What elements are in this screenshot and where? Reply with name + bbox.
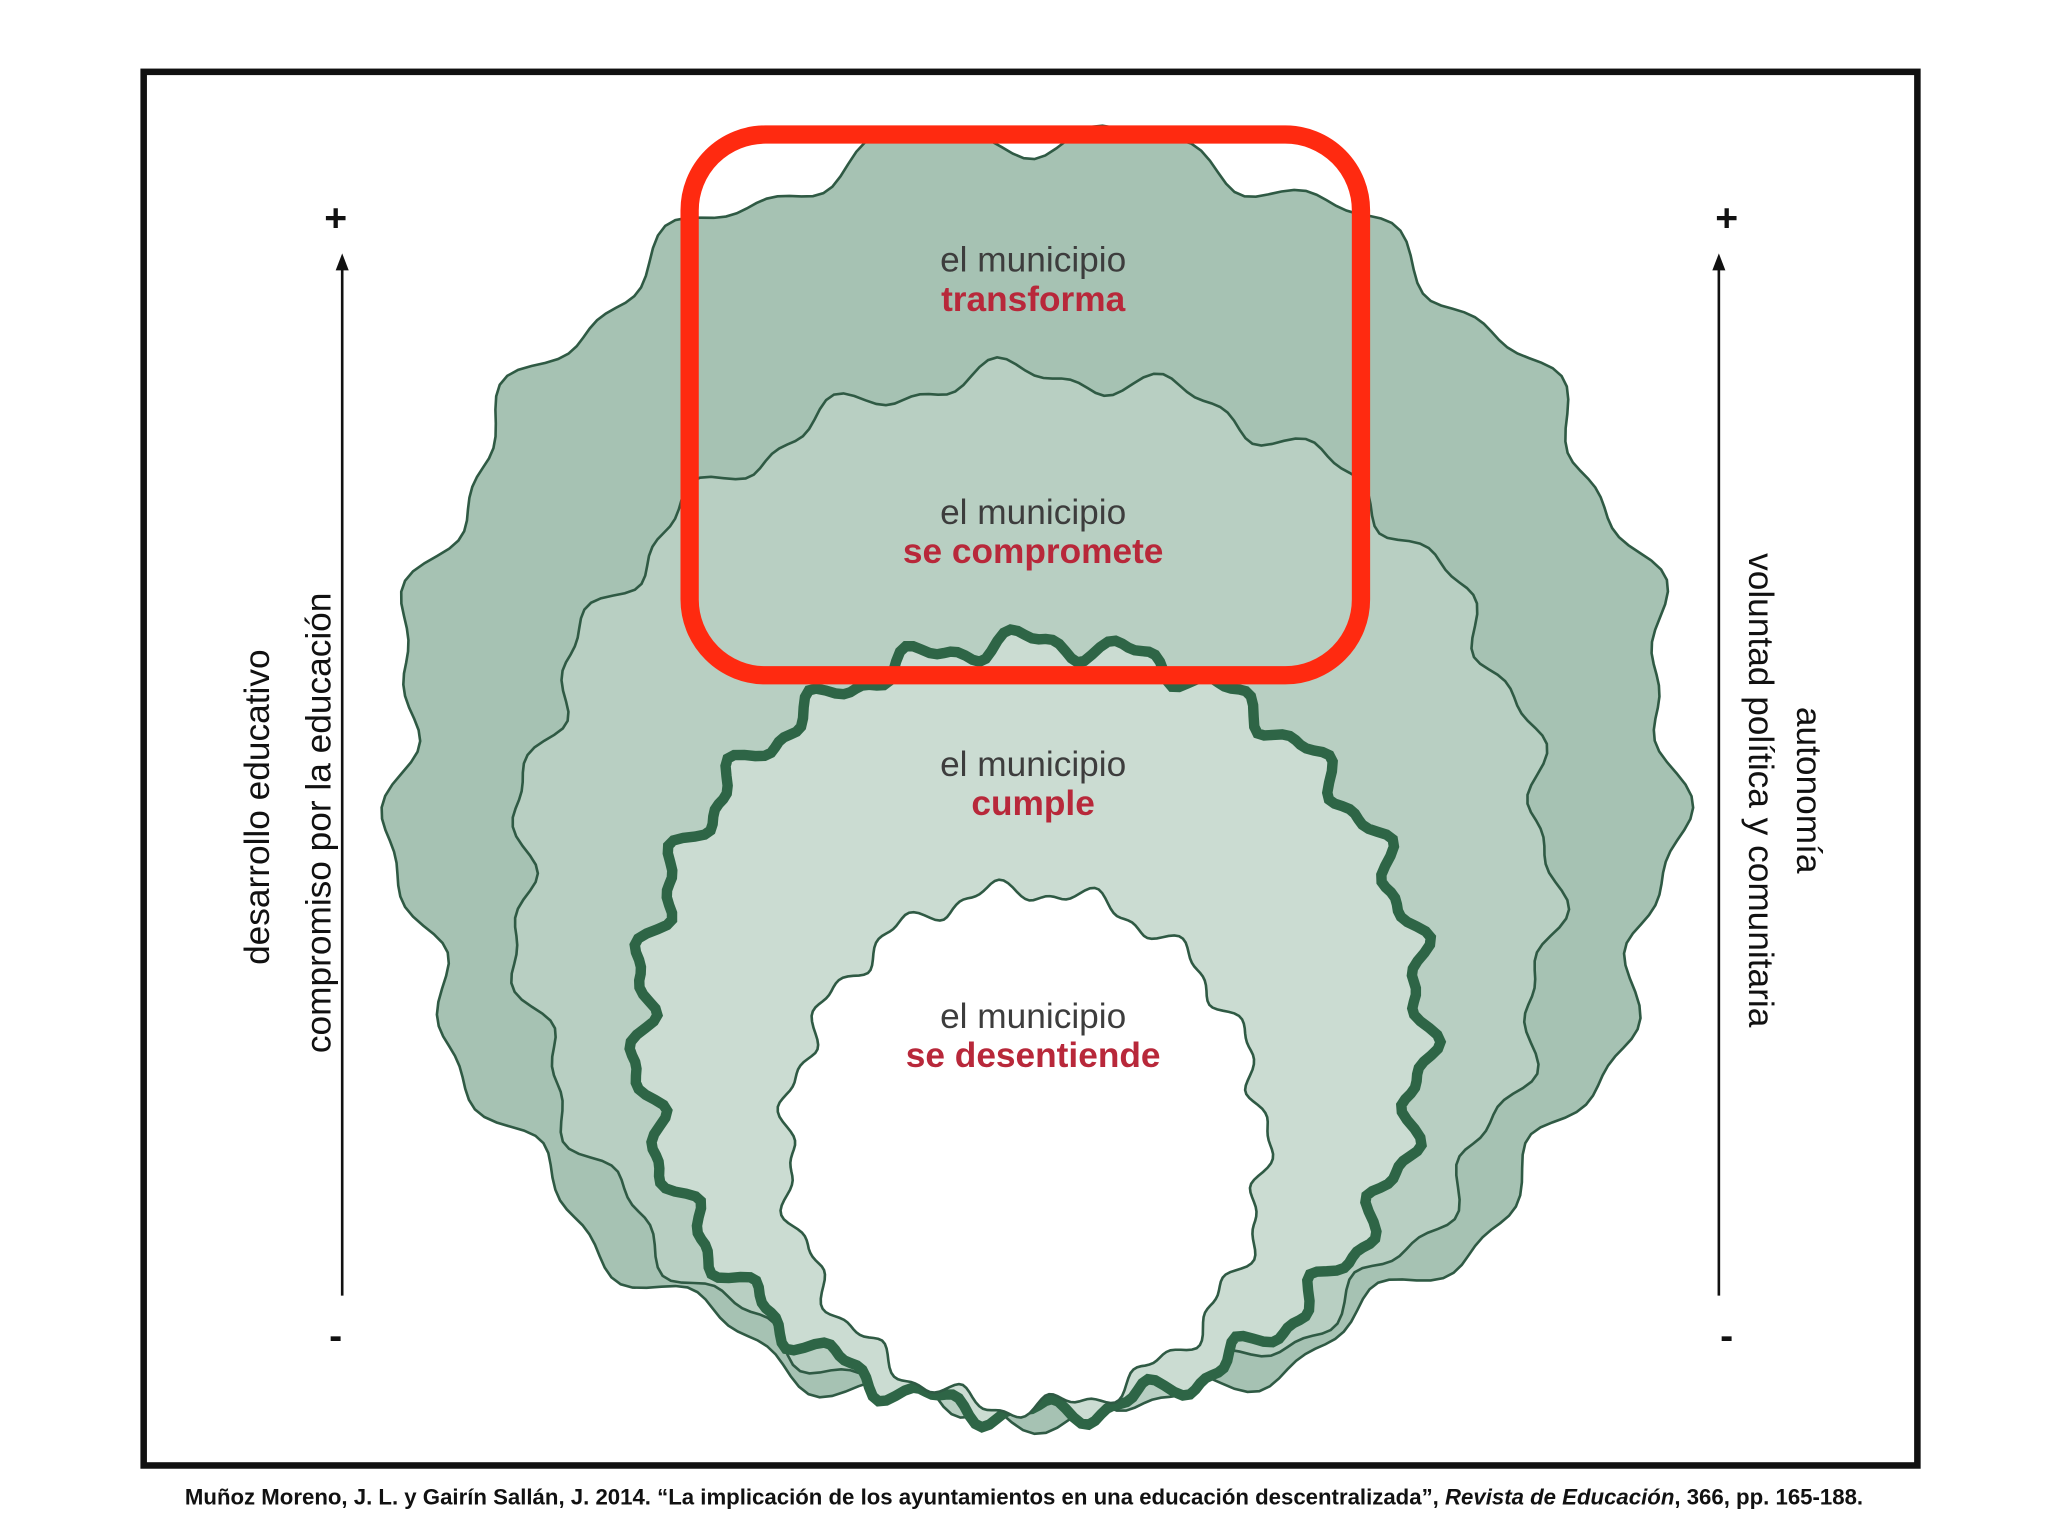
left-axis: + - desarrollo educativo compromiso por … bbox=[238, 197, 349, 1358]
minus-sign: - bbox=[329, 1315, 342, 1358]
arrow-head bbox=[1712, 253, 1726, 271]
plus-sign: + bbox=[324, 197, 347, 240]
citation: Muñoz Moreno, J. L. y Gairín Sallán, J. … bbox=[185, 1485, 1863, 1510]
axis-label: desarrollo educativo bbox=[238, 649, 277, 964]
level-labels: el municipio transforma el municipio se co… bbox=[903, 241, 1164, 1075]
level-label: el municipio cumple bbox=[940, 745, 1126, 823]
level-label: el municipio transforma bbox=[940, 241, 1126, 319]
axis-label: compromiso por la educación bbox=[299, 593, 338, 1053]
right-axis: + - autonomía voluntad política y comuni… bbox=[1712, 197, 1828, 1358]
axis-label: autonomía bbox=[1789, 707, 1828, 874]
axis-label: voluntad política y comunitaria bbox=[1741, 553, 1780, 1028]
level-label: el municipio se compromete bbox=[903, 493, 1164, 571]
ring bbox=[776, 878, 1275, 1419]
minus-sign: - bbox=[1720, 1315, 1733, 1358]
highlight-box bbox=[680, 125, 1371, 685]
arrow-head bbox=[335, 253, 349, 271]
plus-sign: + bbox=[1715, 197, 1738, 240]
level-label: el municipio se desentiende bbox=[906, 997, 1161, 1075]
